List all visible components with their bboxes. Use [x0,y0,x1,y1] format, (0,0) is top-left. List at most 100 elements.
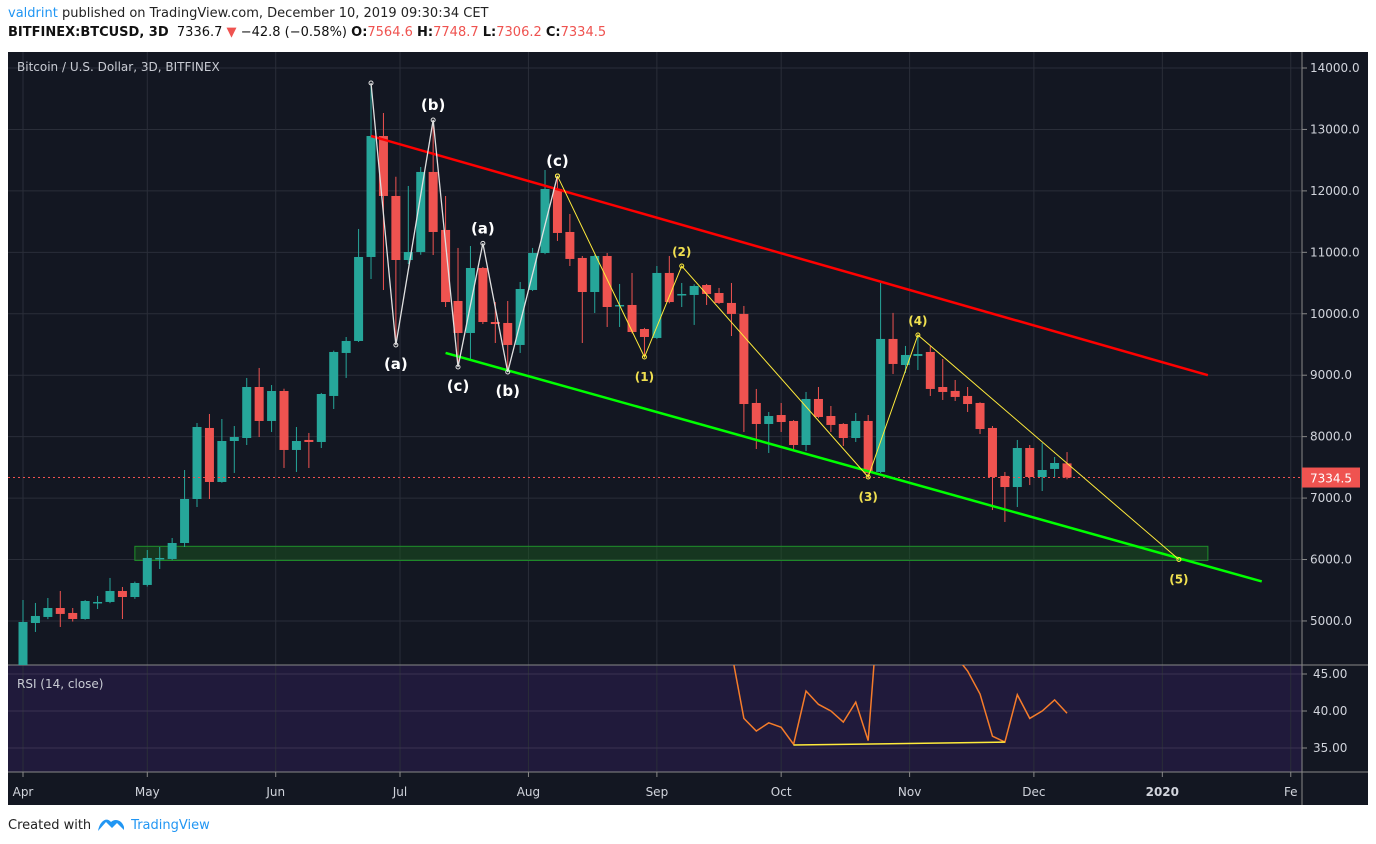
wave-label: (c) [546,152,569,170]
candle [863,415,873,478]
candle [453,247,463,367]
candle-body [490,321,500,325]
candle [441,195,451,308]
candle-body [142,557,152,585]
candle-body [540,188,550,253]
time-label: Oct [771,785,792,799]
candle [627,272,637,334]
candle-body [316,394,326,442]
time-label: Apr [13,785,34,799]
candle-body [304,439,314,442]
candle [639,327,649,358]
symbol: BITFINEX:BTCUSD, 3D [8,25,169,40]
candle-body [105,590,115,602]
candle-body [826,415,836,425]
candle [105,577,115,604]
candle [267,385,277,432]
price-label: 14000.0 [1310,61,1360,75]
candle-body [55,607,65,614]
candle [43,597,53,620]
candle-body [93,601,103,604]
candle-body [813,398,823,417]
tradingview-logo-icon [98,819,125,831]
candle [242,377,252,445]
candle [354,228,364,343]
wave-label: (b) [496,382,520,400]
wave-line [556,175,1180,560]
candle [900,345,910,373]
rsi-label: 35.00 [1313,741,1347,755]
candle [155,546,165,569]
price-change: −42.8 (−0.58%) [240,25,347,40]
candle-body [726,302,736,314]
candle-body [975,402,985,430]
price-chart[interactable]: Apr May Jun Jul Aug Sep Oct Nov Dec 2020 Fe 14000.0… [8,52,1368,805]
candle-body [652,272,662,338]
close-label: C: [545,25,561,40]
candle [229,426,239,473]
price-label: 8000.0 [1310,430,1352,444]
candle-body [30,615,40,623]
candle [1012,439,1022,507]
candle-body [577,257,587,293]
tradingview-link[interactable]: TradingView [131,817,210,833]
wave-point [455,364,461,370]
candle-body [329,351,339,396]
candle-body [354,256,364,341]
candle [552,176,562,241]
candle-body [776,415,786,423]
candle-body [913,354,923,356]
wave-label: (b) [421,96,445,114]
candle-body [242,386,252,438]
candle [540,169,550,255]
candle-body [453,300,463,333]
candle-body [764,415,774,424]
last-price-badge [1302,467,1360,488]
wave-point [915,332,921,338]
candle-body [801,398,811,445]
footer: Created with TradingView [8,817,210,833]
candle-body [838,423,848,438]
candle [130,581,140,599]
candle-body [441,229,451,303]
candle [590,254,600,314]
candle [80,600,90,620]
candle [254,367,264,438]
candle [677,282,687,308]
candle-body [900,354,910,366]
candle [142,549,152,587]
candle-body [1012,448,1022,488]
price-label: 5000.0 [1310,614,1352,628]
price-plot: (a) (b) (c) (a) (b) (c) (1) (2) (3) (4) (5) [8,80,1302,665]
candle-body [1062,463,1072,478]
candle-body [204,427,214,482]
candle [950,379,960,402]
candle-body [1000,475,1010,488]
wave-label: (5) [1169,573,1188,587]
candle-body [18,622,28,665]
candle-body [1037,470,1047,478]
candle-body [478,267,488,322]
time-label: May [135,785,160,799]
author-link[interactable]: valdrint [8,6,58,21]
candle-body [702,285,712,294]
candle [987,426,997,510]
candle-body [465,267,475,333]
candle-body [155,557,165,560]
candle-body [267,390,277,421]
time-label: Aug [517,785,540,799]
time-label: 2020 [1146,785,1179,799]
wave-label: (1) [635,370,654,384]
wave-label: (a) [384,355,408,373]
wave-point [430,117,436,123]
candle [304,432,314,468]
candle [378,112,388,290]
candle [652,266,662,339]
candle-body [925,351,935,389]
price-label: 7000.0 [1310,491,1352,505]
wave-line [370,82,559,373]
publish-info: valdrint published on TradingView.com, D… [8,6,489,21]
candle [428,119,438,255]
candle [366,82,376,279]
price-pane [8,52,1302,665]
